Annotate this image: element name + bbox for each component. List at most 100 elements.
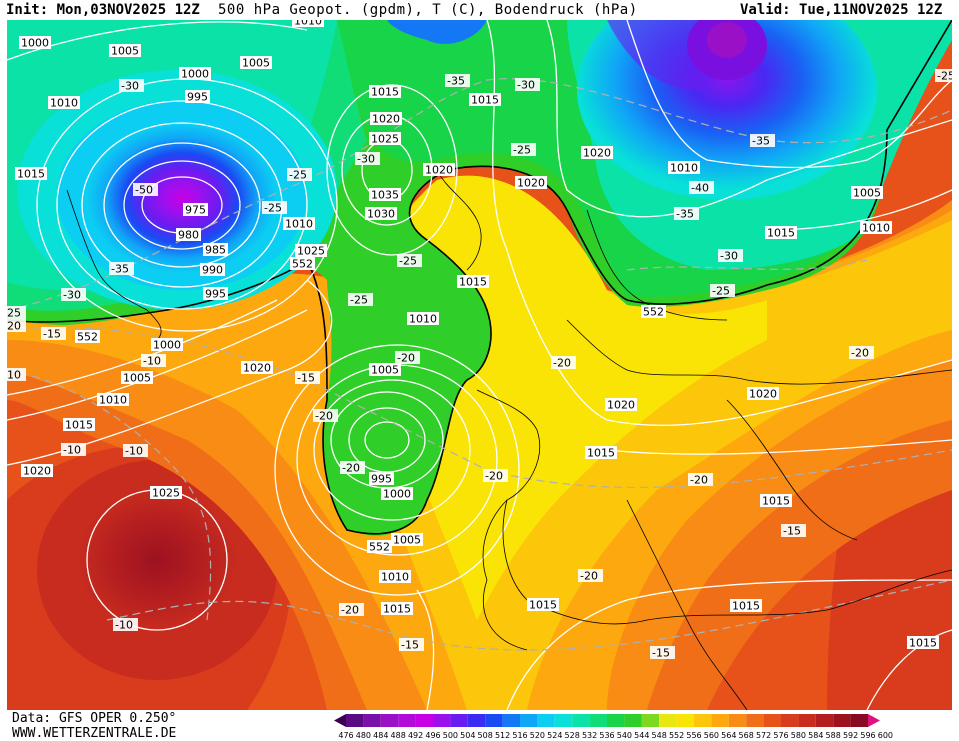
temperature-label: -25 [397,254,422,268]
svg-text:1015: 1015 [65,419,93,432]
svg-text:-20: -20 [7,320,21,333]
legend-swatch [554,714,573,727]
svg-text:1020: 1020 [372,113,400,126]
svg-text:1005: 1005 [242,57,270,70]
svg-text:1015: 1015 [732,600,760,613]
svg-text:552: 552 [292,258,313,271]
temperature-label: -25 [348,293,373,307]
temperature-label: -20 [395,351,420,365]
legend-swatch [450,714,468,727]
pressure-labels: 1010 1000 1005 1005 1000 1010 995 1015 1015 1020 1… [15,20,939,650]
temperature-label: -10 [113,618,138,632]
legend-swatch [589,714,607,727]
svg-text:-20: -20 [851,347,869,360]
svg-text:-35: -35 [447,75,465,88]
legend-tick-label: 552 [669,731,684,740]
temperature-label: -15 [781,524,806,538]
svg-text:-20: -20 [342,462,360,475]
legend-arrow-right [868,714,880,727]
legend-tick-label: 548 [652,731,667,740]
legend-swatch [485,714,503,727]
pressure-label: 1020 [605,398,637,412]
legend-swatch [520,714,538,727]
svg-text:-20: -20 [341,604,359,617]
svg-text:552: 552 [77,331,98,344]
temperature-label: -25 [7,306,26,320]
pressure-label: 1020 [515,176,547,190]
pressure-label: 1020 [423,163,455,177]
legend-tick-label: 588 [826,731,841,740]
temperature-label: -50 [133,183,158,197]
svg-text:-10: -10 [63,444,81,457]
legend-tick-label: 492 [408,731,423,740]
svg-text:-35: -35 [752,135,770,148]
svg-text:1000: 1000 [153,339,181,352]
svg-text:-15: -15 [297,372,315,385]
pressure-label: 1010 [283,217,315,231]
svg-text:-20: -20 [485,470,503,483]
temperature-label: -20 [313,409,338,423]
legend-tick-label: 572 [756,731,771,740]
temperature-label: -25 [935,69,952,83]
pressure-label: 975 [183,203,208,217]
legend-tick-label: 524 [547,731,562,740]
svg-text:1010: 1010 [409,313,437,326]
svg-text:-30: -30 [63,289,81,302]
pressure-label: 1000 [179,67,211,81]
legend-tick-label: 484 [373,731,388,740]
legend-tick-label: 476 [338,731,353,740]
legend-swatch [572,714,590,727]
svg-text:-10: -10 [143,355,161,368]
svg-text:990: 990 [202,264,223,277]
svg-text:-25: -25 [350,294,368,307]
legend-swatch [815,714,834,727]
svg-text:1010: 1010 [50,97,78,110]
temperature-label: -15 [295,371,320,385]
temperature-label: -20 [339,603,364,617]
pressure-label: 1015 [730,599,762,613]
geopotential-label: 552 [75,330,100,344]
map-canvas: 1010 1000 1005 1005 1000 1010 995 1015 1015 1020 1… [7,20,952,710]
temperature-labels: -30 -35 -30 -25 -25 -35 -30 -25 -40 -50 -25 -35 -30 -… [7,69,952,660]
svg-text:-25: -25 [7,307,21,320]
legend-tick-label: 544 [634,731,649,740]
svg-text:1020: 1020 [425,164,453,177]
svg-text:1010: 1010 [670,162,698,175]
svg-text:-25: -25 [513,144,531,157]
svg-text:-15: -15 [652,647,670,660]
legend-tick-label: 584 [808,731,823,740]
svg-text:-35: -35 [111,263,129,276]
temperature-label: -30 [61,288,86,302]
svg-text:-10: -10 [125,445,143,458]
data-source: Data: GFS OPER 0.250° [12,711,177,726]
geopotential-label: 552 [641,305,666,319]
legend-tick-label: 568 [739,731,754,740]
pressure-label: 1005 [851,186,883,200]
legend-tick-label: 488 [391,731,406,740]
pressure-label: 1025 [369,132,401,146]
legend-tick-label: 580 [791,731,806,740]
svg-text:1015: 1015 [471,94,499,107]
pressure-label: 1025 [150,486,182,500]
pressure-label: 1020 [581,146,613,160]
legend-tick-label: 520 [530,731,545,740]
legend-swatch [380,714,399,727]
pressure-label: 990 [200,263,225,277]
svg-text:-20: -20 [397,352,415,365]
svg-text:-30: -30 [517,79,535,92]
pressure-label: 985 [203,243,228,257]
pressure-label: 1020 [370,112,402,126]
legend-swatch [676,714,694,727]
legend-swatch [641,714,660,727]
legend-tick-label: 532 [582,731,597,740]
pressure-label: 1015 [15,167,47,181]
legend-swatch [763,714,781,727]
valid-time: Valid: Tue,11NOV2025 12Z [740,2,943,18]
forecast-map: 1010 1000 1005 1005 1000 1010 995 1015 1015 1020 1… [7,20,952,710]
legend-tick-label: 536 [599,731,614,740]
legend-arrow-left [334,714,346,727]
temperature-label: -25 [710,284,735,298]
pressure-label: 995 [369,472,394,486]
pressure-label: 1000 [19,36,51,50]
svg-text:-15: -15 [401,639,419,652]
